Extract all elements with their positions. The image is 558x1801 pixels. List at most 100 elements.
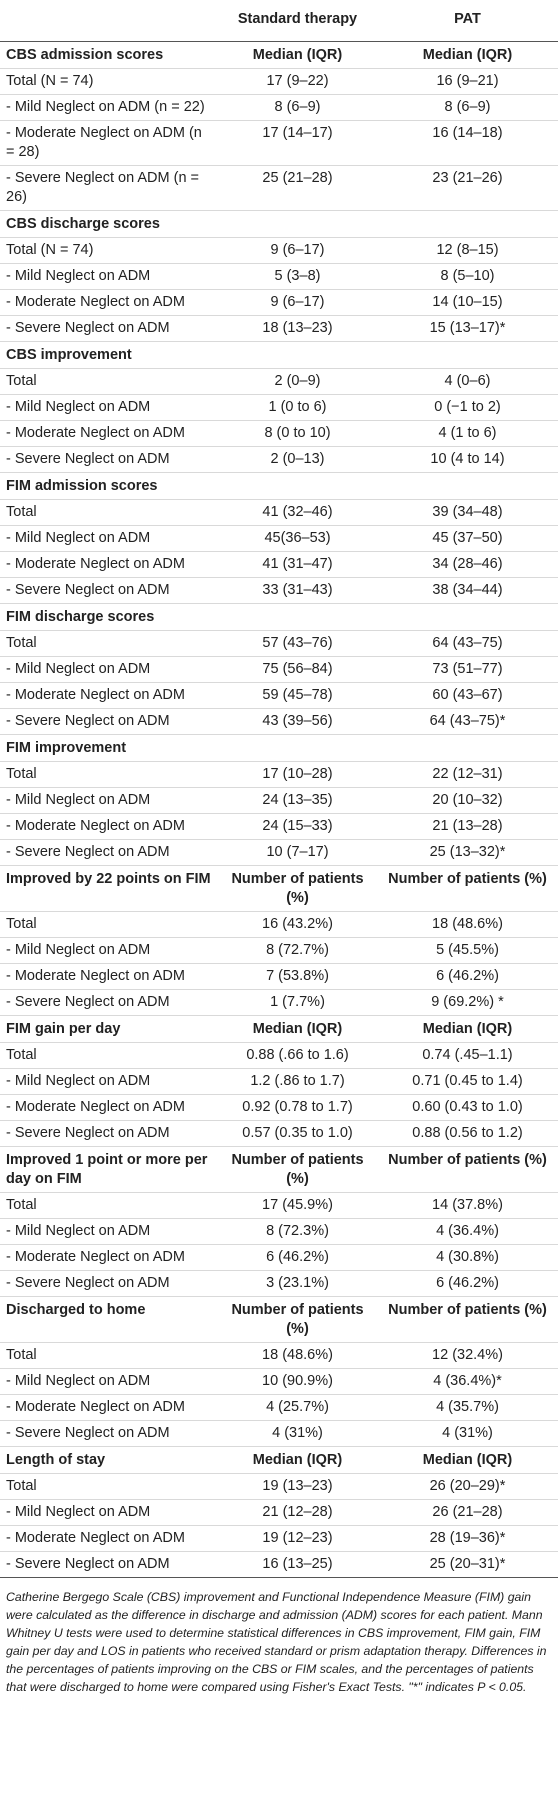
- row-label: - Moderate Neglect on ADM: [0, 682, 218, 709]
- table-row: Total 0.88 (.66 to 1.6) 0.74 (.45–1.1): [0, 1042, 558, 1069]
- pat-value: 26 (20–29)*: [377, 1473, 558, 1500]
- table-row: - Moderate Neglect on ADM 4 (25.7%) 4 (35.…: [0, 1394, 558, 1421]
- row-label: - Severe Neglect on ADM: [0, 839, 218, 866]
- standard-therapy-value: 2 (0–13): [218, 446, 377, 473]
- header-label-column: [0, 0, 218, 42]
- standard-therapy-value: 41 (32–46): [218, 499, 377, 526]
- table-row: - Severe Neglect on ADM 3 (23.1%) 6 (46.2%…: [0, 1270, 558, 1297]
- table-row: - Mild Neglect on ADM 1 (0 to 6) 0 (−1 to …: [0, 394, 558, 421]
- pat-value: 38 (34–44): [377, 577, 558, 604]
- section-title: Discharged to home: [0, 1296, 218, 1343]
- table-row: - Severe Neglect on ADM 1 (7.7%) 9 (69.2%)…: [0, 989, 558, 1016]
- table-row: - Moderate Neglect on ADM 24 (15–33) 21 (1…: [0, 813, 558, 840]
- standard-therapy-value: 1.2 (.86 to 1.7): [218, 1068, 377, 1095]
- pat-value: 5 (45.5%): [377, 937, 558, 964]
- table-row: - Mild Neglect on ADM 1.2 (.86 to 1.7) 0.7…: [0, 1068, 558, 1095]
- pat-value: 4 (30.8%): [377, 1244, 558, 1271]
- pat-value: 8 (6–9): [377, 94, 558, 121]
- row-label: Total: [0, 1042, 218, 1069]
- pat-value: 14 (10–15): [377, 289, 558, 316]
- table-row: - Severe Neglect on ADM 4 (31%) 4 (31%): [0, 1420, 558, 1447]
- standard-therapy-value: 45(36–53): [218, 525, 377, 552]
- pat-value: [377, 603, 558, 631]
- table-row: - Moderate Neglect on ADM 41 (31–47) 34 (2…: [0, 551, 558, 578]
- pat-value: 15 (13–17)*: [377, 315, 558, 342]
- pat-value: 4 (36.4%): [377, 1218, 558, 1245]
- row-label: Total: [0, 630, 218, 657]
- pat-value: 25 (13–32)*: [377, 839, 558, 866]
- row-label: - Mild Neglect on ADM: [0, 1368, 218, 1395]
- standard-therapy-value: [218, 341, 377, 369]
- pat-value: 0.60 (0.43 to 1.0): [377, 1094, 558, 1121]
- standard-therapy-value: Number of patients (%): [218, 1146, 377, 1193]
- results-table: Standard therapy PAT CBS admission score…: [0, 0, 558, 1578]
- section-header-row: Improved by 22 points on FIM Number of pa…: [0, 865, 558, 912]
- row-label: - Severe Neglect on ADM: [0, 989, 218, 1016]
- table-footnote: Catherine Bergego Scale (CBS) improvemen…: [6, 1590, 547, 1694]
- standard-therapy-value: 16 (13–25): [218, 1551, 377, 1578]
- pat-value: 12 (8–15): [377, 237, 558, 264]
- standard-therapy-value: 1 (7.7%): [218, 989, 377, 1016]
- table-row: - Moderate Neglect on ADM (n = 28) 17 (14…: [0, 120, 558, 166]
- standard-therapy-value: 7 (53.8%): [218, 963, 377, 990]
- pat-value: 64 (43–75)*: [377, 708, 558, 735]
- table-row: Total 19 (13–23) 26 (20–29)*: [0, 1473, 558, 1500]
- section-title: FIM admission scores: [0, 472, 218, 500]
- table-row: Total 17 (45.9%) 14 (37.8%): [0, 1192, 558, 1219]
- table-row: - Mild Neglect on ADM 21 (12–28) 26 (21–28…: [0, 1499, 558, 1526]
- table-row: - Mild Neglect on ADM 75 (56–84) 73 (51–77…: [0, 656, 558, 683]
- pat-value: 26 (21–28): [377, 1499, 558, 1526]
- section-title: Improved 1 point or more per day on FIM: [0, 1146, 218, 1193]
- table-row: - Severe Neglect on ADM 16 (13–25) 25 (20–…: [0, 1551, 558, 1578]
- standard-therapy-value: 25 (21–28): [218, 165, 377, 211]
- row-label: - Severe Neglect on ADM: [0, 1270, 218, 1297]
- section-header-row: Discharged to home Number of patients (%)…: [0, 1296, 558, 1343]
- pat-value: 21 (13–28): [377, 813, 558, 840]
- standard-therapy-value: 8 (0 to 10): [218, 420, 377, 447]
- standard-therapy-value: 4 (25.7%): [218, 1394, 377, 1421]
- row-label: - Mild Neglect on ADM: [0, 394, 218, 421]
- section-title: Improved by 22 points on FIM: [0, 865, 218, 912]
- row-label: Total: [0, 499, 218, 526]
- pat-value: Median (IQR): [377, 1015, 558, 1043]
- standard-therapy-value: Median (IQR): [218, 1446, 377, 1474]
- row-label: - Severe Neglect on ADM: [0, 446, 218, 473]
- section-header-row: FIM improvement: [0, 734, 558, 762]
- table-row: Total 16 (43.2%) 18 (48.6%): [0, 911, 558, 938]
- section-header-row: CBS admission scores Median (IQR) Median (…: [0, 41, 558, 69]
- pat-value: 0.74 (.45–1.1): [377, 1042, 558, 1069]
- standard-therapy-value: 9 (6–17): [218, 289, 377, 316]
- table-row: - Moderate Neglect on ADM 6 (46.2%) 4 (30.…: [0, 1244, 558, 1271]
- pat-value: 60 (43–67): [377, 682, 558, 709]
- pat-value: 4 (0–6): [377, 368, 558, 395]
- table-row: - Severe Neglect on ADM 33 (31–43) 38 (34–…: [0, 577, 558, 604]
- standard-therapy-value: 19 (12–23): [218, 1525, 377, 1552]
- pat-value: Number of patients (%): [377, 865, 558, 912]
- row-label: - Moderate Neglect on ADM: [0, 813, 218, 840]
- standard-therapy-value: [218, 603, 377, 631]
- pat-value: [377, 734, 558, 762]
- standard-therapy-value: 8 (72.7%): [218, 937, 377, 964]
- row-label: - Mild Neglect on ADM: [0, 263, 218, 290]
- standard-therapy-value: 16 (43.2%): [218, 911, 377, 938]
- row-label: Total: [0, 368, 218, 395]
- row-label: - Mild Neglect on ADM: [0, 787, 218, 814]
- table-body: CBS admission scores Median (IQR) Median (…: [0, 41, 558, 1578]
- pat-value: 73 (51–77): [377, 656, 558, 683]
- row-label: - Mild Neglect on ADM (n = 22): [0, 94, 218, 121]
- row-label: - Mild Neglect on ADM: [0, 525, 218, 552]
- row-label: - Moderate Neglect on ADM: [0, 420, 218, 447]
- standard-therapy-value: 1 (0 to 6): [218, 394, 377, 421]
- row-label: - Severe Neglect on ADM: [0, 1551, 218, 1578]
- standard-therapy-value: 6 (46.2%): [218, 1244, 377, 1271]
- standard-therapy-value: [218, 734, 377, 762]
- section-header-row: CBS discharge scores: [0, 210, 558, 238]
- row-label: - Moderate Neglect on ADM: [0, 1094, 218, 1121]
- row-label: - Severe Neglect on ADM: [0, 1120, 218, 1147]
- table-row: - Moderate Neglect on ADM 19 (12–23) 28 (1…: [0, 1525, 558, 1552]
- pat-value: 18 (48.6%): [377, 911, 558, 938]
- standard-therapy-value: 0.88 (.66 to 1.6): [218, 1042, 377, 1069]
- row-label: - Mild Neglect on ADM: [0, 1499, 218, 1526]
- row-label: - Severe Neglect on ADM: [0, 315, 218, 342]
- pat-value: 8 (5–10): [377, 263, 558, 290]
